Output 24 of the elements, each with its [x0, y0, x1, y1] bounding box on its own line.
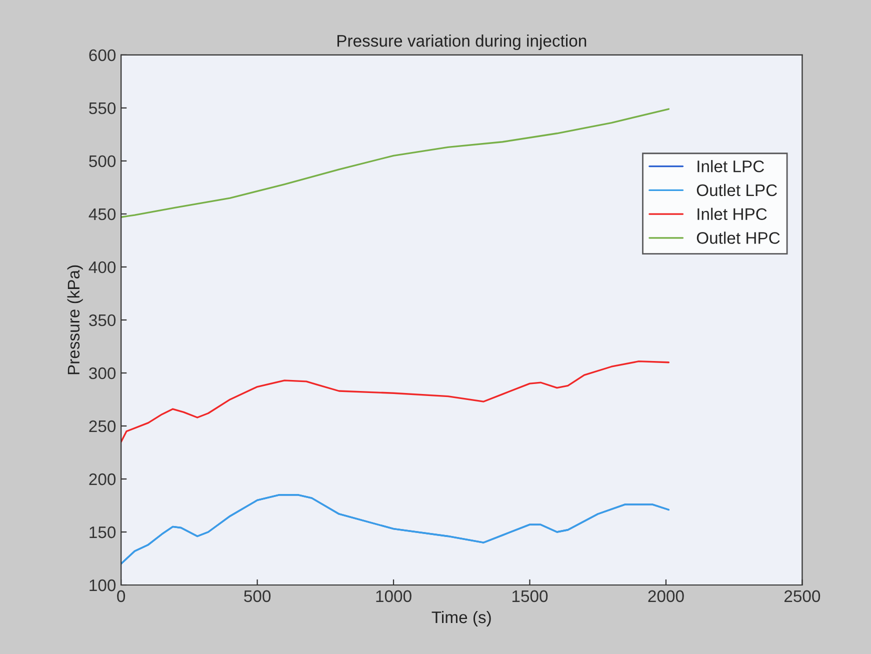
- y-tick-label: 350: [89, 314, 116, 326]
- y-tick-label: 500: [89, 155, 116, 168]
- chart-title: Pressure variation during injection: [337, 34, 586, 50]
- x-tick-label: 500: [244, 590, 271, 602]
- legend-label: Inlet HPC: [698, 208, 767, 220]
- legend-label: Inlet LPC: [698, 160, 764, 172]
- y-tick-label: 200: [89, 473, 116, 486]
- y-tick-label: 300: [89, 367, 116, 380]
- y-tick-label: 550: [89, 102, 116, 114]
- y-axis-title: Pressure (kPa): [67, 265, 83, 374]
- y-tick-label: 400: [88, 261, 116, 274]
- y-tick-label: 600: [89, 49, 116, 62]
- y-tick-label: 250: [89, 420, 116, 432]
- x-tick-label: 0: [117, 590, 126, 602]
- x-tick-label: 1500: [512, 590, 548, 602]
- x-tick-label: 1000: [376, 590, 412, 602]
- y-tick-label: 150: [90, 526, 116, 538]
- y-tick-label: 450: [88, 208, 116, 220]
- legend-label: Outlet HPC: [696, 232, 780, 244]
- x-tick-label: 2000: [648, 590, 684, 602]
- legend-label: Outlet LPC: [696, 184, 777, 196]
- y-tick-label: 100: [90, 579, 116, 592]
- x-tick-label: 2500: [784, 590, 820, 602]
- x-axis-title: Time (s): [432, 610, 491, 626]
